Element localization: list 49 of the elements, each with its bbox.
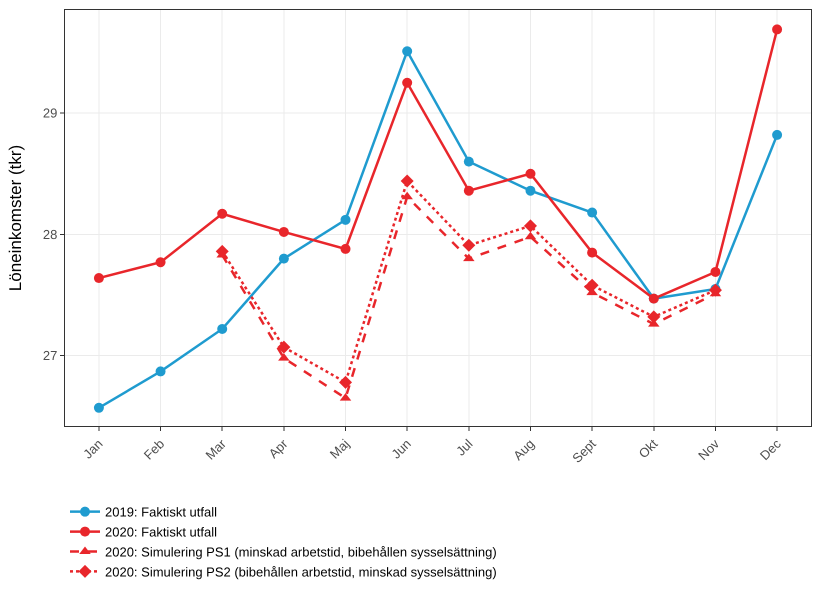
y-tick-label: 27 <box>42 348 58 364</box>
x-tick-label: Okt <box>636 436 661 462</box>
x-tick-label: Nov <box>695 436 723 464</box>
legend-label: 2020: Simulering PS1 (minskad arbetstid, bibehållen sysselsättning) <box>105 544 497 560</box>
y-tick-label: 29 <box>42 106 58 121</box>
x-tick-label: Jul <box>453 436 476 459</box>
point <box>217 324 228 334</box>
point <box>710 266 720 277</box>
y-axis-title: Löneinkomster (tkr) <box>6 144 25 292</box>
legend-label: 2020: Faktiskt utfall <box>105 524 218 540</box>
point <box>587 248 598 258</box>
legend-label: 2019: Faktiskt utfall <box>105 504 218 520</box>
point <box>587 208 598 218</box>
point <box>772 24 782 34</box>
point <box>278 254 289 264</box>
point <box>277 340 290 354</box>
x-tick-label: Feb <box>140 436 168 463</box>
point <box>462 238 476 252</box>
point <box>402 78 412 88</box>
point <box>525 186 536 196</box>
point <box>464 186 474 196</box>
point <box>647 310 660 324</box>
point <box>708 284 722 297</box>
point <box>464 156 474 167</box>
legend-label: 2020: Simulering PS2 (bibehållen arbetstid, minskad sysselsättning) <box>105 564 497 580</box>
point <box>339 376 352 389</box>
point <box>340 214 351 225</box>
point <box>402 46 412 56</box>
point <box>156 366 166 376</box>
x-tick-label: Aug <box>510 436 538 464</box>
point <box>772 130 782 140</box>
x-tick-label: Mar <box>202 436 230 463</box>
point <box>94 402 104 413</box>
point <box>278 226 289 237</box>
point <box>217 208 228 219</box>
point <box>94 273 104 284</box>
x-tick-label: Apr <box>266 436 292 462</box>
point <box>586 278 599 292</box>
point <box>524 219 537 232</box>
point <box>340 244 351 254</box>
x-tick-label: Jun <box>388 436 414 462</box>
y-tick-label: 28 <box>42 226 58 242</box>
point <box>156 257 166 268</box>
x-tick-label: Dec <box>756 436 784 464</box>
point <box>216 244 229 258</box>
x-tick-label: Jan <box>80 436 106 462</box>
point <box>525 168 536 179</box>
point <box>400 174 414 188</box>
x-tick-label: Maj <box>326 436 352 462</box>
